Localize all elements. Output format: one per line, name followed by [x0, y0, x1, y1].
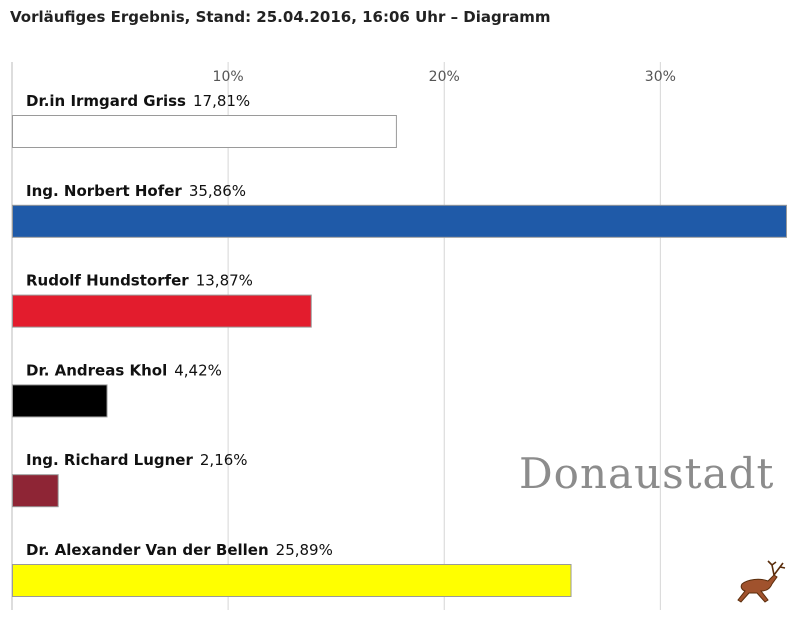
bar-label: Ing. Norbert Hofer 35,86% [26, 182, 246, 200]
vote-percentage: 35,86% [189, 182, 246, 200]
bar [12, 294, 312, 328]
vote-percentage: 13,87% [196, 272, 253, 290]
deer-icon [737, 560, 786, 603]
candidate-name: Ing. Richard Lugner [26, 451, 193, 469]
chart-title: Vorläufiges Ergebnis, Stand: 25.04.2016,… [10, 8, 551, 26]
bar [12, 384, 108, 418]
candidate-name: Rudolf Hundstorfer [26, 272, 189, 290]
x-tick-label: 10% [213, 69, 244, 85]
candidate-name: Dr. Alexander Van der Bellen [26, 541, 269, 559]
bar [12, 204, 787, 238]
bar [12, 115, 397, 148]
candidate-name: Dr.in Irmgard Griss [26, 92, 186, 110]
bar-label: Dr.in Irmgard Griss 17,81% [26, 92, 250, 110]
vote-percentage: 25,89% [276, 541, 333, 559]
vote-percentage: 2,16% [200, 451, 248, 469]
bar-label: Dr. Andreas Khol 4,42% [26, 361, 222, 379]
x-tick-label: 20% [429, 69, 460, 85]
district-watermark: Donaustadt [519, 449, 775, 498]
candidate-name: Dr. Andreas Khol [26, 361, 167, 379]
candidate-name: Ing. Norbert Hofer [26, 182, 182, 200]
x-tick-label: 30% [645, 69, 676, 85]
vote-percentage: 4,42% [174, 361, 222, 379]
bar [12, 564, 572, 597]
bar-label: Ing. Richard Lugner 2,16% [26, 451, 248, 469]
bar-label: Dr. Alexander Van der Bellen 25,89% [26, 541, 333, 559]
bar [12, 474, 59, 508]
bar-label: Rudolf Hundstorfer 13,87% [26, 272, 253, 290]
vote-percentage: 17,81% [193, 92, 250, 110]
